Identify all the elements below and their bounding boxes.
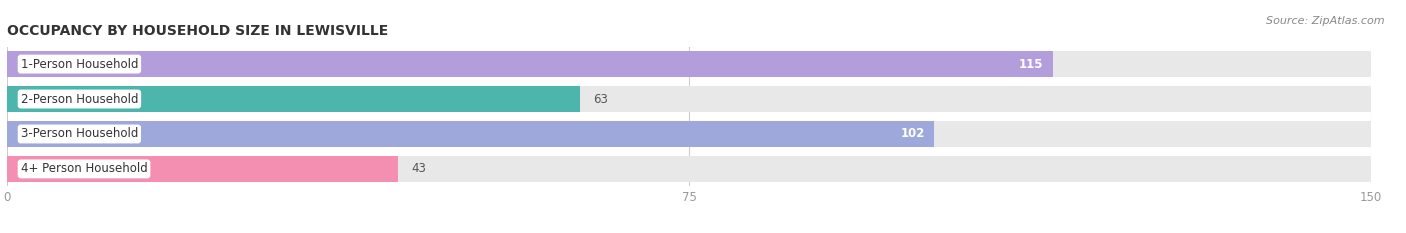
Bar — [7, 121, 935, 147]
Text: 43: 43 — [412, 162, 426, 175]
Text: OCCUPANCY BY HOUSEHOLD SIZE IN LEWISVILLE: OCCUPANCY BY HOUSEHOLD SIZE IN LEWISVILL… — [7, 24, 388, 38]
Bar — [7, 51, 1053, 77]
Text: Source: ZipAtlas.com: Source: ZipAtlas.com — [1267, 16, 1385, 26]
Bar — [7, 86, 579, 112]
Bar — [7, 86, 1371, 112]
Text: 1-Person Household: 1-Person Household — [21, 58, 138, 71]
Text: 2-Person Household: 2-Person Household — [21, 93, 138, 106]
Text: 3-Person Household: 3-Person Household — [21, 127, 138, 140]
Bar — [7, 156, 1371, 182]
Text: 63: 63 — [593, 93, 609, 106]
Bar — [7, 121, 1371, 147]
Text: 4+ Person Household: 4+ Person Household — [21, 162, 148, 175]
Bar — [7, 51, 1371, 77]
Text: 102: 102 — [901, 127, 925, 140]
Text: 115: 115 — [1019, 58, 1043, 71]
Bar — [7, 156, 398, 182]
